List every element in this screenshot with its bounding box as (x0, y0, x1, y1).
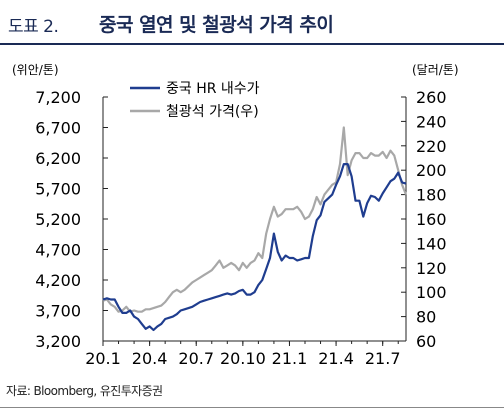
left-axis: 7,200 6,700 6,200 5,700 5,200 4,700 4,200 3,700… (35, 88, 108, 351)
left-tick-label: 5,200 (35, 210, 81, 229)
right-tick-label: 160 (416, 210, 447, 229)
series-line-iron-ore (102, 126, 408, 313)
chart-title: 중국 열연 및 철광석 가격 추이 (99, 14, 334, 36)
x-tick-label: 21.7 (365, 349, 401, 368)
x-tick-label: 20.1 (85, 349, 121, 368)
x-tick-label: 20.7 (178, 349, 214, 368)
legend-label-ore: 철광석 가격(우) (166, 104, 259, 120)
right-tick-label: 60 (416, 332, 436, 351)
legend-label-hr: 중국 HR 내수가 (166, 81, 260, 97)
chart-area: (위안/톤) (달러/톤) 7,200 6,700 6,200 5,700 5,200 4… (12, 63, 459, 368)
figure-header: 도표 2. 중국 열연 및 철광석 가격 추이 (0, 0, 504, 45)
left-tick-label: 3,200 (35, 332, 81, 351)
right-tick-label: 140 (416, 234, 447, 253)
right-axis-unit: (달러/톤) (412, 63, 459, 77)
left-tick-label: 5,700 (35, 180, 81, 199)
x-tick-label: 20.4 (132, 349, 168, 368)
right-tick-label: 80 (416, 308, 436, 327)
right-tick-label: 120 (416, 259, 447, 278)
right-tick-label: 180 (416, 186, 447, 205)
series-lines (102, 126, 408, 332)
x-axis: 20.1 20.4 20.7 20.10 21.1 21.4 21.7 (85, 341, 401, 368)
left-tick-label: 4,700 (35, 241, 81, 260)
bottom-rule (0, 407, 504, 408)
source-note: 자료: Bloomberg, 유진투자증권 (6, 384, 163, 398)
figure-label: 도표 2. (8, 17, 59, 37)
left-tick-label: 6,700 (35, 119, 81, 138)
x-tick-label: 21.4 (318, 349, 354, 368)
series-line-hr (102, 163, 407, 332)
left-tick-label: 3,700 (35, 302, 81, 321)
left-tick-label: 4,200 (35, 271, 81, 290)
x-tick-label: 20.10 (220, 349, 266, 368)
right-tick-label: 200 (416, 161, 447, 180)
left-tick-label: 7,200 (35, 88, 81, 107)
right-tick-label: 240 (416, 112, 447, 131)
header-rule (0, 43, 504, 45)
right-tick-label: 100 (416, 283, 447, 302)
right-axis: 260 240 220 200 180 160 140 120 100 80 60 (401, 88, 447, 351)
left-tick-label: 6,200 (35, 149, 81, 168)
legend: 중국 HR 내수가 철광석 가격(우) (130, 81, 260, 120)
left-axis-unit: (위안/톤) (12, 63, 59, 77)
right-tick-label: 220 (416, 137, 447, 156)
right-tick-label: 260 (416, 88, 447, 107)
x-tick-label: 21.1 (272, 349, 308, 368)
